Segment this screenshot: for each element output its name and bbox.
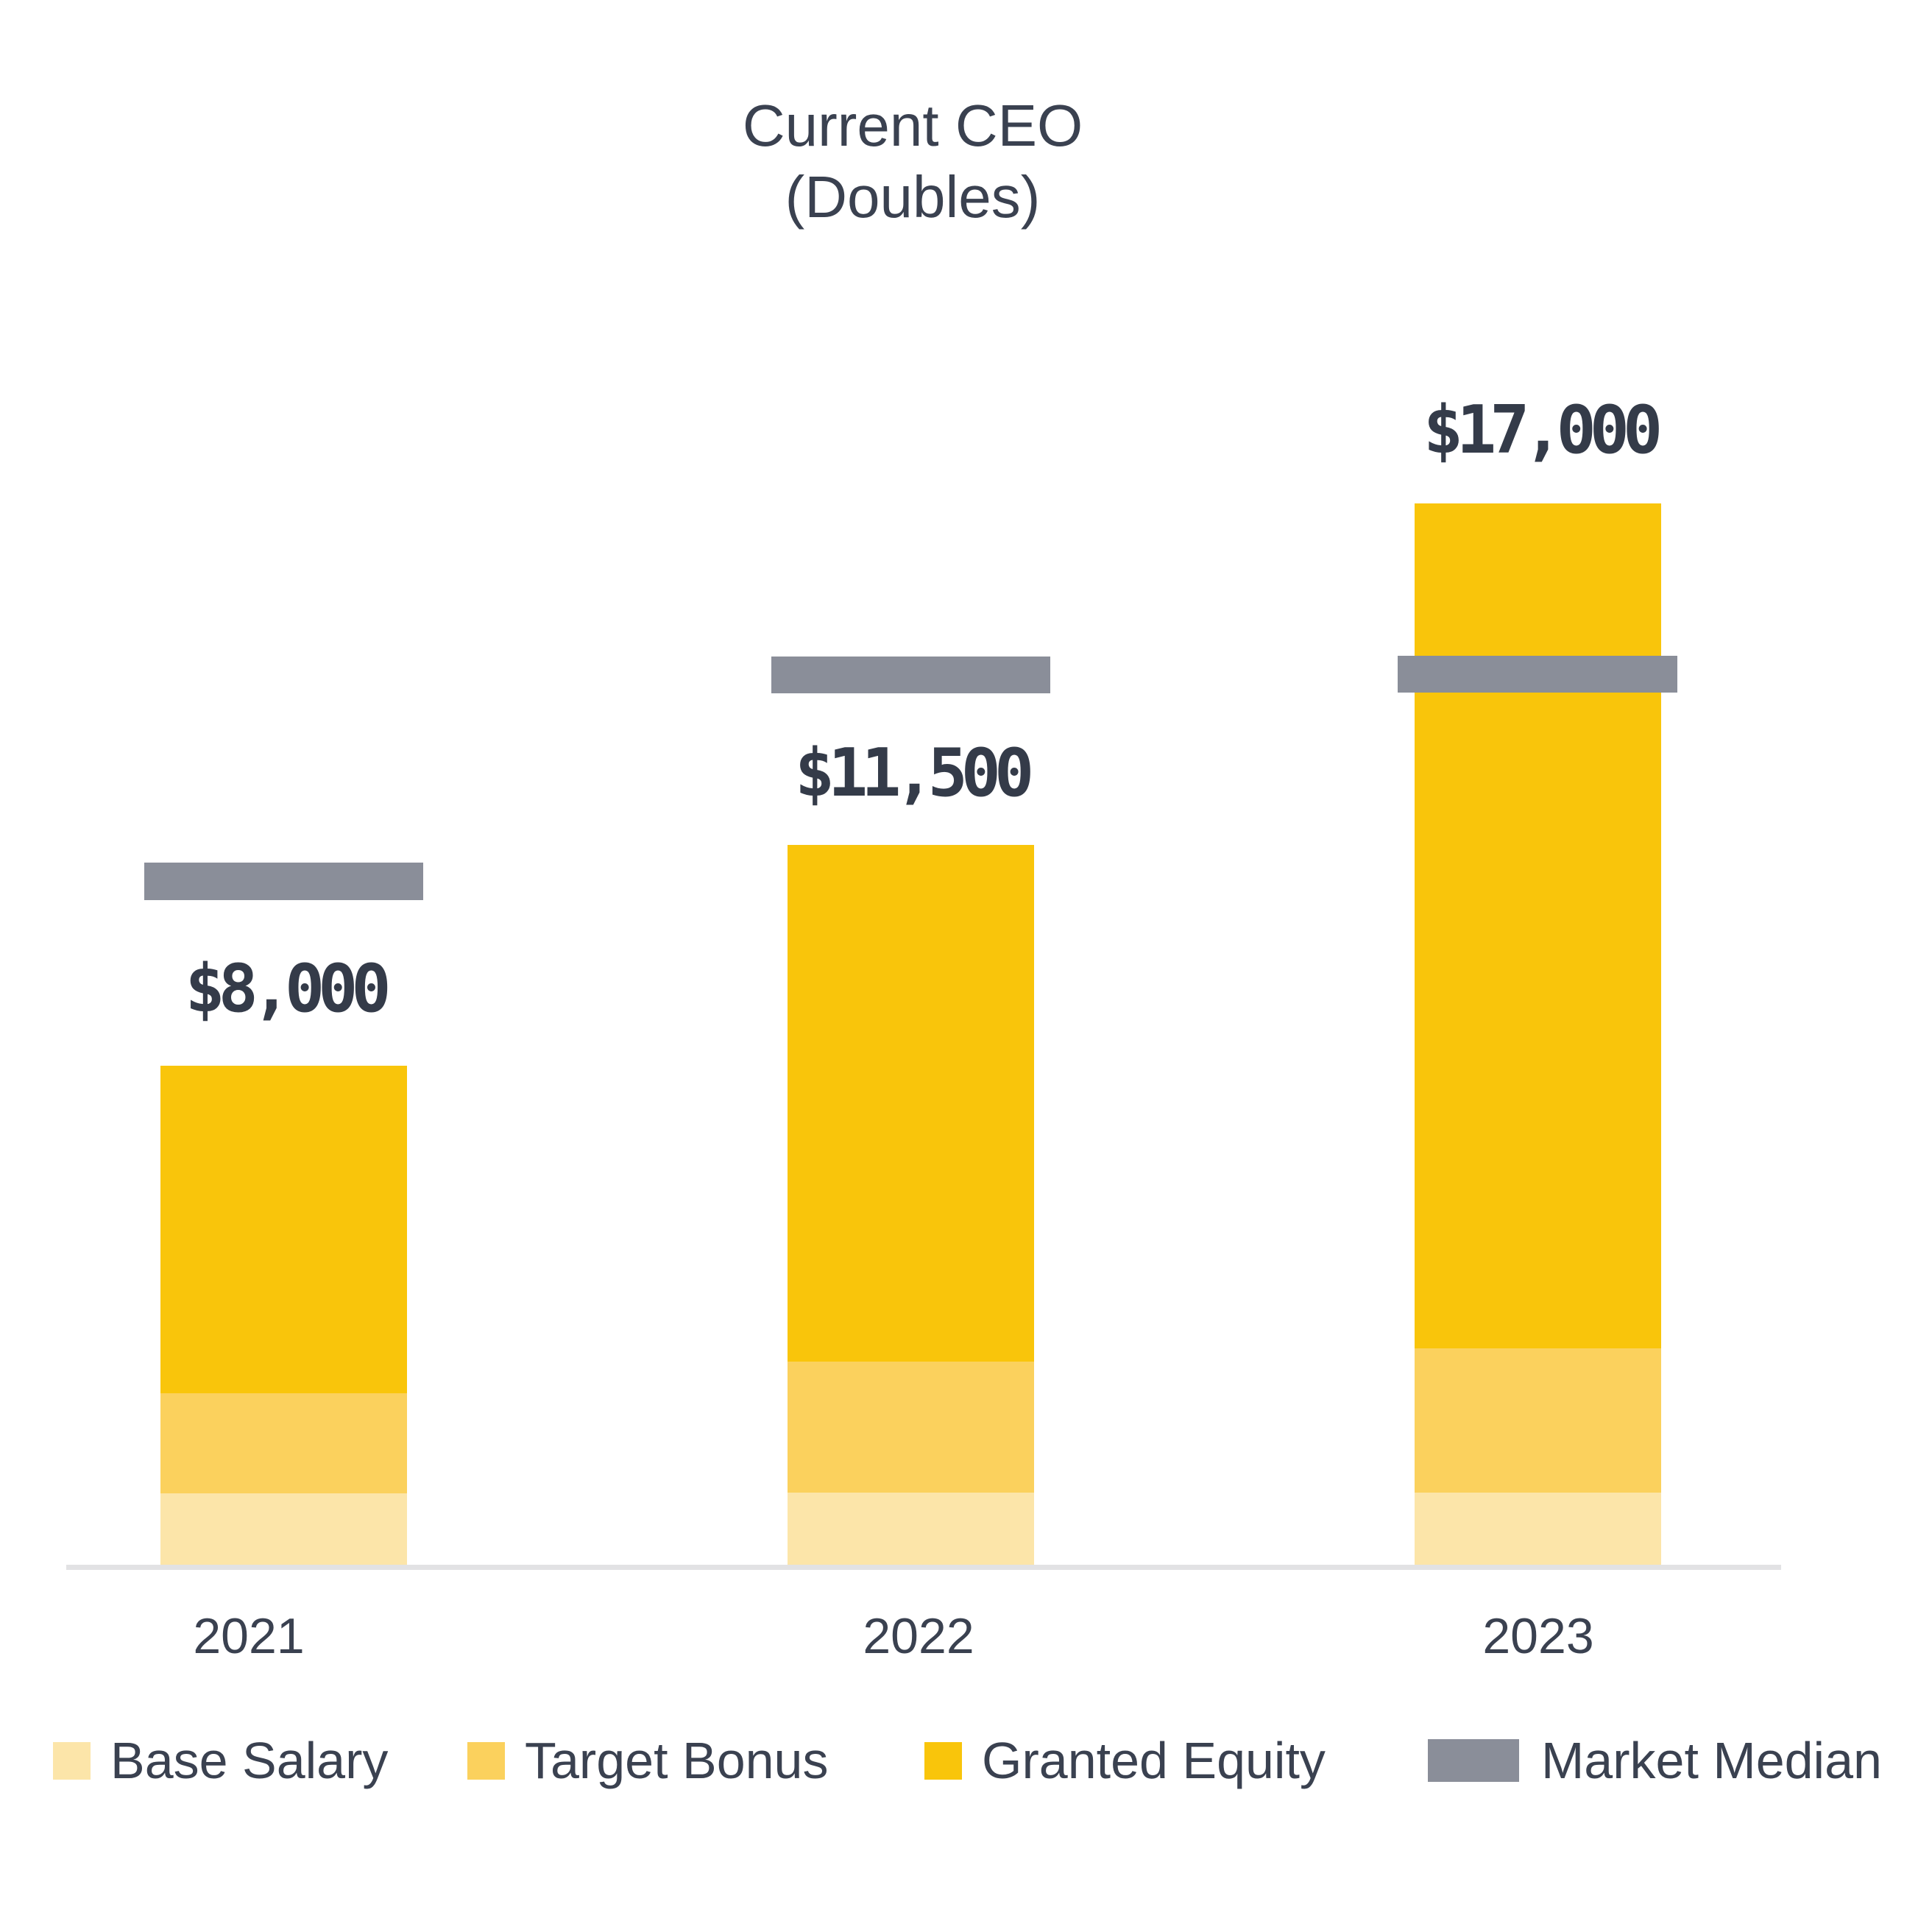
bar-2021-segment-granted-equity	[160, 1066, 407, 1393]
legend-label-granted-equity: Granted Equity	[982, 1732, 1326, 1789]
legend-item-granted-equity: Granted Equity	[924, 1735, 1326, 1786]
legend-item-market-median: Market Median	[1428, 1735, 1882, 1786]
median-marker-2022	[771, 657, 1050, 693]
total-label-2023: $17,000	[1423, 392, 1663, 469]
bar-2023	[1415, 503, 1661, 1565]
year-label-2021: 2021	[193, 1608, 305, 1664]
legend-swatch-target-bonus	[467, 1741, 505, 1780]
bar-2023-segment-target-bonus	[1415, 1348, 1661, 1493]
total-label-2022: $11,500	[794, 735, 1034, 812]
legend-item-base-salary: Base Salary	[53, 1735, 388, 1786]
legend-item-target-bonus: Target Bonus	[467, 1735, 828, 1786]
median-marker-2021	[144, 863, 423, 900]
legend-swatch-base-salary	[53, 1741, 91, 1780]
legend-swatch-market-median	[1428, 1739, 1519, 1782]
bar-2022-segment-base-salary	[788, 1493, 1034, 1565]
year-label-2023: 2023	[1482, 1608, 1594, 1664]
x-axis-line	[66, 1565, 1781, 1570]
bar-2022-segment-granted-equity	[788, 845, 1034, 1362]
chart-title-line-1: Current CEO	[742, 93, 1083, 158]
legend-label-base-salary: Base Salary	[110, 1732, 389, 1789]
bar-2023-segment-base-salary	[1415, 1493, 1661, 1565]
bar-2021-segment-target-bonus	[160, 1393, 407, 1493]
median-marker-2023	[1398, 656, 1677, 693]
legend-label-market-median: Market Median	[1541, 1732, 1882, 1789]
chart-title: Current CEO (Doubles)	[471, 90, 1354, 233]
bar-2021	[160, 1066, 407, 1565]
year-label-2022: 2022	[863, 1608, 974, 1664]
bar-2022-segment-target-bonus	[788, 1362, 1034, 1493]
total-label-2021: $8,000	[185, 950, 391, 1027]
chart-title-line-2: (Doubles)	[785, 164, 1041, 230]
bar-2023-segment-granted-equity	[1415, 503, 1661, 1348]
bar-2021-segment-base-salary	[160, 1493, 407, 1565]
legend-swatch-granted-equity	[924, 1741, 962, 1780]
bar-2022	[788, 845, 1034, 1565]
legend-label-target-bonus: Target Bonus	[525, 1732, 829, 1789]
